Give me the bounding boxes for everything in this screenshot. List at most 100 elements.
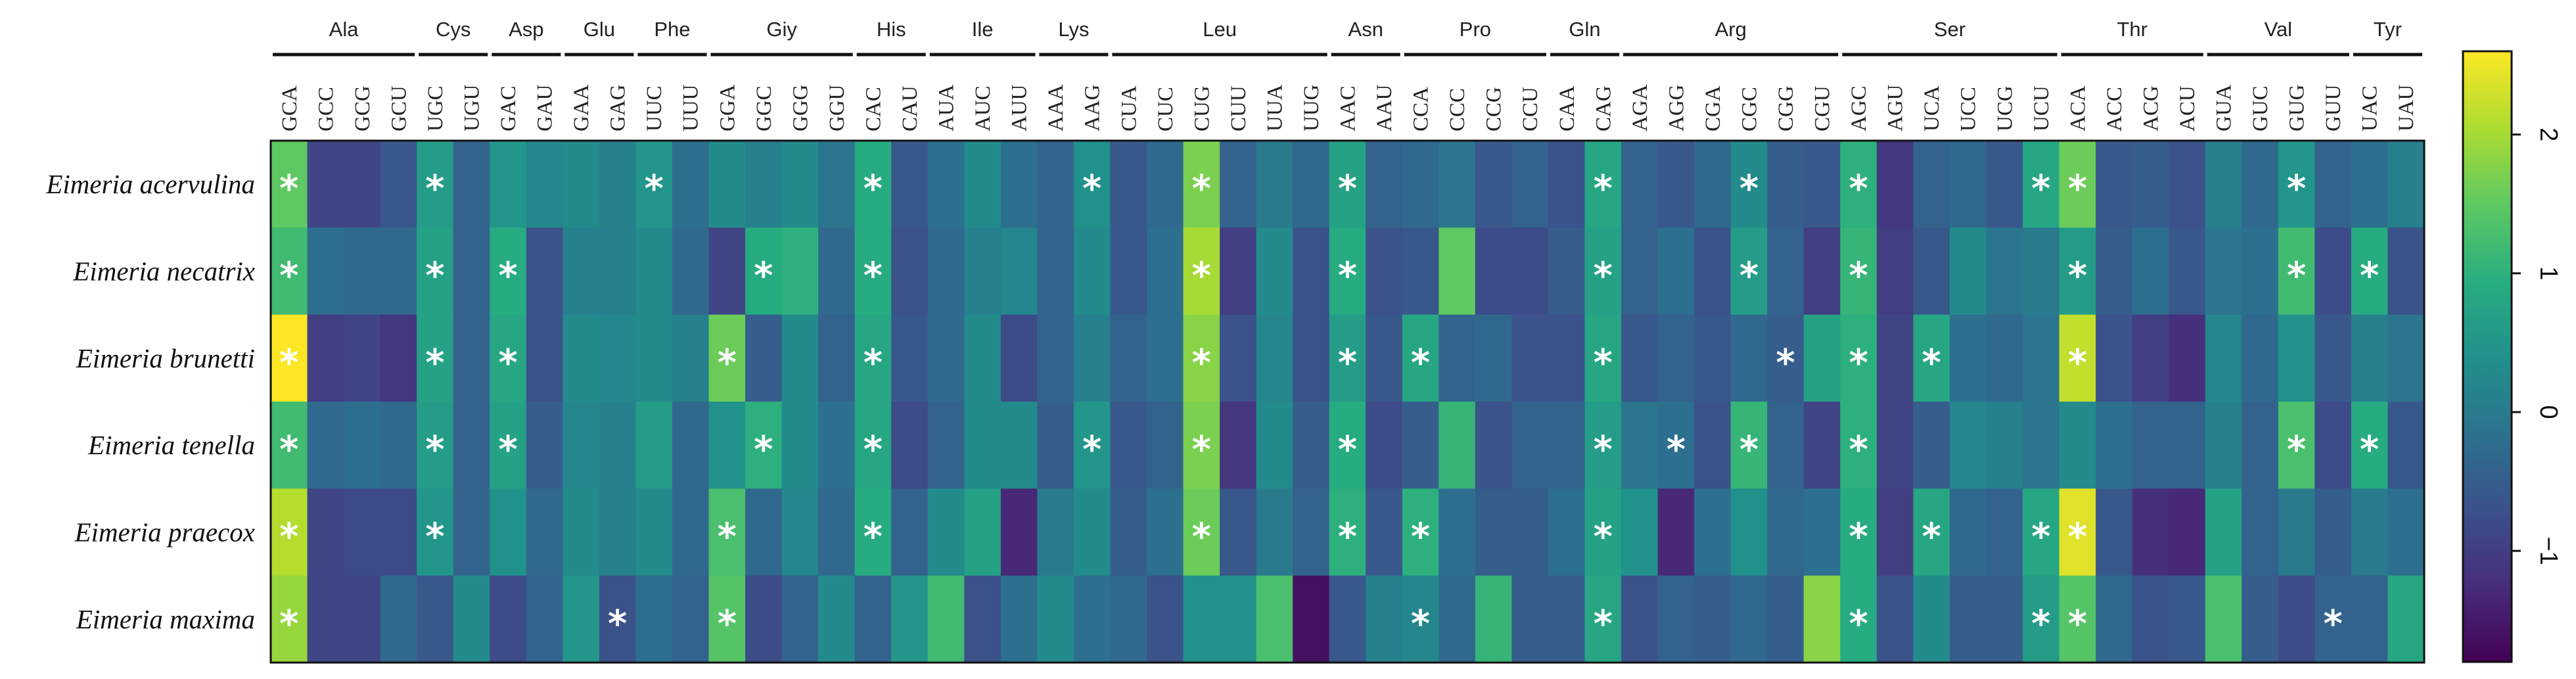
significance-star: *: [2068, 516, 2087, 559]
heatmap-cell: [417, 227, 454, 316]
codon-label: GCC: [314, 87, 338, 131]
significance-star: *: [279, 168, 298, 210]
significance-star: *: [279, 255, 298, 298]
heatmap-cell: [2096, 402, 2133, 489]
significance-star: *: [1739, 255, 1759, 298]
significance-star: *: [1667, 429, 1686, 471]
heatmap-cell: [490, 227, 527, 316]
codon-label: CUU: [1227, 85, 1251, 131]
heatmap-cell: [891, 314, 929, 402]
codon-label: AGG: [1665, 85, 1688, 132]
heatmap-cell: [1073, 314, 1111, 402]
colorbar-tick-label: 0: [2535, 405, 2562, 419]
heatmap-cell: [2278, 227, 2315, 316]
heatmap-cell: [2314, 141, 2352, 228]
heatmap-cell: [417, 488, 454, 576]
heatmap-cell: [1986, 488, 2023, 576]
heatmap-cell: [927, 488, 965, 576]
heatmap-cell: [854, 575, 892, 663]
codon-label: ACC: [2103, 87, 2127, 131]
species-label: Eimeria maxima: [76, 604, 255, 634]
significance-star: *: [1849, 603, 1868, 645]
heatmap-cell: [2351, 314, 2389, 402]
heatmap-cell: [1913, 575, 1950, 663]
heatmap-cell: [1220, 314, 1257, 402]
heatmap-cell: [1548, 227, 1586, 316]
heatmap-cell: [1329, 402, 1366, 489]
heatmap-cell: [1986, 402, 2023, 489]
significance-star: *: [1739, 168, 1759, 210]
heatmap-cell: [781, 575, 819, 663]
heatmap-cell: [891, 488, 929, 576]
codon-label: CAC: [862, 87, 885, 131]
heatmap-cell: [818, 314, 856, 402]
heatmap-cell: [2387, 402, 2425, 489]
significance-star: *: [425, 255, 444, 298]
heatmap-cell: [1256, 314, 1293, 402]
heatmap-cell: [2059, 402, 2096, 489]
significance-star: *: [1338, 255, 1357, 298]
heatmap-cell: [1584, 227, 1622, 316]
species-label: Eimeria necatrix: [72, 256, 255, 287]
significance-star: *: [2360, 429, 2379, 471]
heatmap-cell: [2059, 227, 2096, 316]
significance-star: *: [754, 255, 773, 298]
codon-label: UUU: [679, 84, 703, 131]
heatmap-cell: [2387, 141, 2425, 228]
heatmap-cell: [854, 488, 892, 576]
heatmap-cell: [526, 488, 563, 576]
colorbar-tick-label: −1: [2535, 536, 2562, 565]
significance-star: *: [1192, 255, 1211, 298]
codon-label: CUA: [1117, 85, 1141, 131]
heatmap-cell: [1694, 488, 1732, 576]
significance-star: *: [2287, 168, 2306, 210]
heatmap-cell: [818, 141, 856, 228]
heatmap-cell: [1511, 402, 1549, 489]
heatmap-cell: [1000, 227, 1038, 316]
heatmap-cell: [1037, 488, 1074, 576]
heatmap-cell: [417, 141, 454, 228]
heatmap-cell: [1840, 314, 1877, 402]
heatmap-cell: [2314, 575, 2352, 663]
significance-star: *: [2068, 603, 2087, 645]
significance-star: *: [1594, 342, 1613, 385]
heatmap-cell: [1730, 141, 1768, 228]
heatmap-cell: [1876, 227, 1914, 316]
heatmap-cell: [1584, 488, 1622, 576]
codon-label: AGU: [1884, 84, 1908, 131]
heatmap-cell: [271, 227, 308, 316]
heatmap-cell: [1073, 488, 1111, 576]
heatmap-cell: [708, 227, 746, 316]
heatmap-cell: [2169, 402, 2206, 489]
significance-star: *: [2031, 516, 2050, 559]
heatmap-cell: [1949, 141, 1987, 228]
heatmap-cell: [2023, 488, 2060, 576]
heatmap-cell: [1220, 141, 1257, 228]
significance-star: *: [425, 429, 444, 471]
heatmap-cell: [1694, 227, 1732, 316]
heatmap-cell: [2059, 314, 2096, 402]
heatmap-cell: [1037, 575, 1074, 663]
heatmap-cell: [1438, 575, 1476, 663]
heatmap-cell: [1511, 227, 1549, 316]
heatmap-cell: [526, 402, 563, 489]
heatmap-cell: [490, 314, 527, 402]
significance-star: *: [863, 342, 883, 385]
heatmap-cell: [1730, 314, 1768, 402]
heatmap-cell: [1000, 575, 1038, 663]
significance-star: *: [425, 516, 444, 559]
heatmap-cell: [672, 314, 710, 402]
heatmap-cell: [1147, 141, 1184, 228]
significance-star: *: [1849, 429, 1868, 471]
heatmap-cell: [2169, 314, 2206, 402]
heatmap-cell: [1803, 227, 1841, 316]
codon-label: CUC: [1154, 87, 1178, 131]
amino-acid-label: Ala: [329, 18, 359, 41]
significance-star: *: [498, 255, 517, 298]
significance-star: *: [718, 516, 737, 559]
significance-star: *: [863, 516, 883, 559]
heatmap-cell: [708, 141, 746, 228]
colorbar: −1 0 1 2: [2462, 50, 2562, 663]
heatmap-cell: [2023, 227, 2060, 316]
significance-star: *: [863, 429, 883, 471]
